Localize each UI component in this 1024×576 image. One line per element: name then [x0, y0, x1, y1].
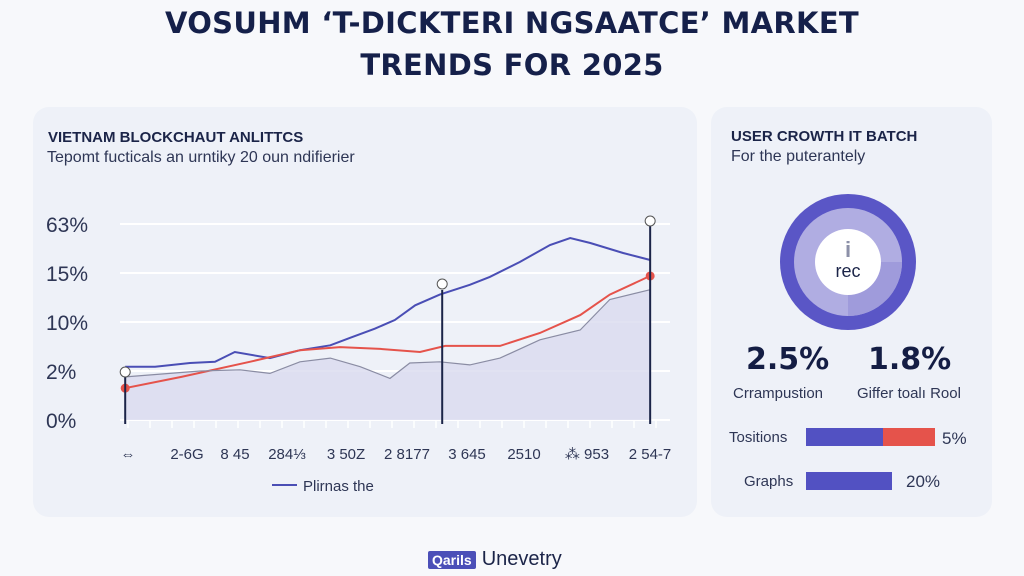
- series-area: [125, 289, 651, 420]
- stat-value-1: 2.5%: [746, 342, 830, 377]
- stat-label-2: Giffer toalı Rool: [857, 385, 961, 402]
- card-subtitle: For the puterantely: [731, 148, 866, 165]
- x-tick-label: ⇔: [121, 446, 136, 463]
- footer-text: Unevetry: [481, 548, 562, 570]
- stat-value-2: 1.8%: [868, 342, 952, 377]
- legend-label: Plirnas the: [303, 478, 374, 495]
- bar-label-graphs: Graphs: [744, 473, 794, 490]
- card-subtitle: Tepomt fucticals an urntiky 20 oun ndifi…: [47, 149, 355, 166]
- page-title-line2: TRENDS FOR 2025: [360, 48, 664, 82]
- x-tick-label: 8 45: [220, 446, 249, 463]
- y-tick-label: 0%: [46, 410, 76, 433]
- bar-label-tositions: Tositions: [729, 429, 788, 446]
- x-tick-label: 2 54-7: [629, 446, 672, 463]
- x-tick-label: 2 8177: [384, 446, 430, 463]
- bar-segment-blue: [806, 472, 892, 490]
- stat-label-1: Crrampustion: [733, 385, 824, 402]
- x-tick-label: 3 645: [448, 446, 486, 463]
- marker-icon: [436, 278, 448, 290]
- page-title-line1: VOSUHM ‘T-DICKTERI NGSAATCE’ MARKET: [164, 6, 860, 40]
- x-tick-label: 3 50Z: [327, 446, 365, 463]
- info-icon: i: [845, 237, 851, 262]
- x-tick-label: ⁂ 953: [565, 446, 609, 463]
- y-tick-label: 10%: [46, 312, 88, 335]
- y-tick-label: 2%: [46, 361, 76, 384]
- series-line: [125, 289, 651, 380]
- card-title: USER CROWTH IT BATCH: [731, 128, 918, 145]
- series-line: [125, 274, 651, 390]
- marker-icon: [119, 366, 131, 378]
- bar-segment-blue: [806, 428, 883, 446]
- x-tick-label: 284⅓: [268, 446, 306, 463]
- series-line: [125, 236, 651, 368]
- donut-center-text: rec: [835, 261, 860, 281]
- donut-chart: i rec: [780, 194, 916, 330]
- marker-icon: [644, 215, 656, 227]
- y-tick-label: 15%: [46, 263, 88, 286]
- card-title: VIETNAM BLOCKCHAUT ANLITTCS: [48, 129, 304, 146]
- x-tick-label: 2510: [507, 446, 540, 463]
- bar-segment-red: [883, 428, 935, 446]
- brand-logo: Qarils: [428, 550, 476, 569]
- bar-value-tositions: 5%: [942, 429, 967, 448]
- x-tick-label: 2-6G: [170, 446, 203, 463]
- donut-center: [815, 229, 881, 295]
- bar-value-graphs: 20%: [906, 472, 941, 491]
- y-tick-label: 63%: [46, 214, 88, 237]
- footer-brand: Qarils Unevetry: [428, 548, 562, 571]
